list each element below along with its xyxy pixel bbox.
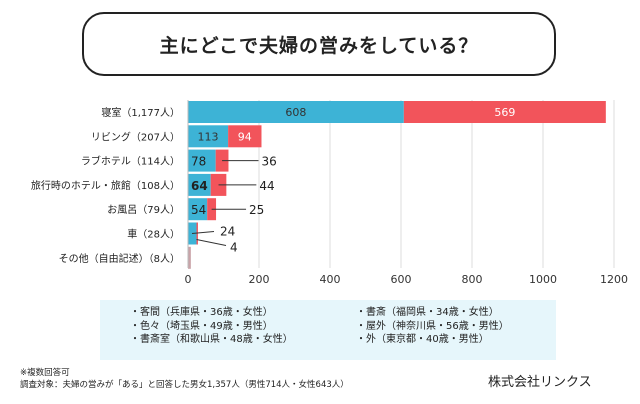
data-label: 44	[259, 179, 274, 193]
bar-segment-2	[228, 125, 262, 148]
x-tick-label: 1000	[529, 273, 557, 286]
footnote-multiple: ※複数回答可	[20, 368, 70, 378]
leader-line	[196, 239, 227, 246]
category-label: 寝室（1,177人）	[101, 106, 180, 119]
other-answers-box: ・客間（兵庫県・36歳・女性） ・色々（埼玉県・49歳・男性） ・書斎室（和歌山…	[100, 300, 556, 360]
x-tick-label: 0	[185, 273, 192, 286]
x-tick-label: 1200	[600, 273, 628, 286]
footnote-target: 調査対象：夫婦の営みが「ある」と回答した男女1,357人（男性714人・女性64…	[20, 380, 349, 390]
bar-segment-1	[188, 173, 211, 196]
category-label: リビング（207人）	[91, 130, 180, 143]
note-item: ・客間（兵庫県・36歳・女性）	[130, 307, 273, 318]
note-item: ・書斎（福岡県・34歳・女性）	[356, 307, 499, 318]
note-item: ・外（東京都・40歳・男性）	[356, 334, 489, 345]
data-label: 569	[494, 106, 515, 119]
x-tick-label: 600	[391, 273, 412, 286]
note-item: ・色々（埼玉県・49歳・男性）	[130, 320, 273, 332]
category-label: 車（28人）	[127, 228, 180, 241]
footnote: ※複数回答可 調査対象：夫婦の営みが「ある」と回答した男女1,357人（男性71…	[20, 367, 349, 391]
note-item: ・屋外（神奈川県・56歳・男性）	[356, 320, 509, 332]
data-label: 113	[198, 130, 219, 143]
bar-segment-1	[188, 149, 216, 172]
bar-segment-1	[188, 125, 229, 148]
category-label: 旅行時のホテル・旅館（108人）	[31, 179, 180, 192]
category-label: ラブホテル（114人）	[81, 155, 180, 168]
leader-line	[191, 231, 215, 234]
data-label: 64	[191, 179, 208, 193]
x-tick-label: 200	[249, 273, 270, 286]
data-label: 78	[191, 155, 206, 169]
bar-other	[188, 246, 191, 269]
data-label: 54	[191, 203, 206, 217]
data-label: 4	[230, 241, 238, 255]
bar-segment-1	[188, 198, 208, 221]
data-label: 608	[285, 106, 306, 119]
company-name: 株式会社リンクス	[488, 375, 592, 390]
x-tick-label: 800	[462, 273, 483, 286]
note-item: ・書斎室（和歌山県・48歳・女性）	[130, 334, 293, 345]
bar-segment-2	[403, 101, 606, 123]
x-tick-label: 400	[320, 273, 341, 286]
data-label: 24	[220, 225, 235, 239]
data-label: 25	[249, 203, 264, 217]
bar-chart: 0 200 400 600 800 1000 1200 寝室（1,177人） 608 569 リビン…	[31, 100, 628, 286]
category-label: その他（自由記述）（8人）	[59, 252, 180, 265]
category-label: お風呂（79人）	[107, 204, 180, 216]
data-label: 36	[261, 155, 276, 169]
data-label: 94	[238, 130, 252, 143]
bar-segment-1	[188, 101, 404, 123]
chart-title: 主にどこで夫婦の営みをしている？	[82, 12, 556, 76]
